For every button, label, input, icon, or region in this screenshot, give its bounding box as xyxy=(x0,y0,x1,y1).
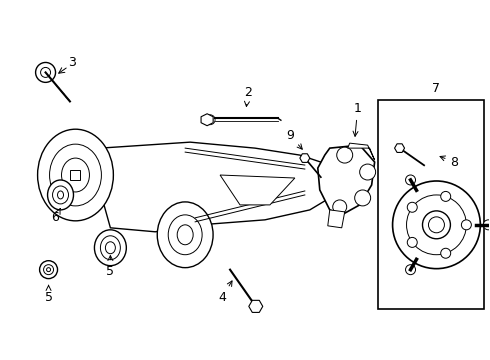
Ellipse shape xyxy=(105,242,115,254)
Text: 5: 5 xyxy=(106,256,114,278)
Polygon shape xyxy=(201,114,213,126)
Polygon shape xyxy=(100,142,335,232)
Polygon shape xyxy=(348,143,375,160)
Polygon shape xyxy=(300,154,310,162)
Text: 2: 2 xyxy=(244,86,252,107)
Ellipse shape xyxy=(57,191,64,199)
Polygon shape xyxy=(328,210,345,228)
Circle shape xyxy=(396,145,403,151)
Bar xyxy=(378,100,484,310)
Text: 7: 7 xyxy=(433,82,441,95)
Circle shape xyxy=(355,190,370,206)
Circle shape xyxy=(483,220,490,230)
Circle shape xyxy=(251,301,261,311)
Ellipse shape xyxy=(49,144,101,206)
Circle shape xyxy=(205,115,215,125)
Circle shape xyxy=(44,265,53,275)
Text: 9: 9 xyxy=(286,129,302,149)
Circle shape xyxy=(441,248,451,258)
Ellipse shape xyxy=(100,236,121,260)
Circle shape xyxy=(407,202,417,212)
Ellipse shape xyxy=(428,217,444,233)
Polygon shape xyxy=(220,175,295,205)
Circle shape xyxy=(47,268,50,272)
Circle shape xyxy=(406,265,416,275)
Polygon shape xyxy=(249,300,263,312)
Circle shape xyxy=(406,175,416,185)
Text: 5: 5 xyxy=(45,285,52,304)
Ellipse shape xyxy=(422,211,450,239)
Ellipse shape xyxy=(95,230,126,266)
Ellipse shape xyxy=(38,129,113,221)
Circle shape xyxy=(36,62,55,82)
Circle shape xyxy=(441,192,451,201)
Text: 1: 1 xyxy=(353,102,362,136)
Text: 4: 4 xyxy=(218,281,232,304)
Ellipse shape xyxy=(407,195,466,255)
Circle shape xyxy=(40,261,57,279)
Circle shape xyxy=(333,200,347,214)
Text: 3: 3 xyxy=(69,56,76,69)
Text: 6: 6 xyxy=(51,208,60,224)
Circle shape xyxy=(337,147,353,163)
Circle shape xyxy=(360,164,376,180)
Circle shape xyxy=(41,67,50,77)
Ellipse shape xyxy=(52,186,69,204)
Text: 8: 8 xyxy=(440,156,459,168)
Ellipse shape xyxy=(168,215,202,255)
Ellipse shape xyxy=(157,202,213,268)
Ellipse shape xyxy=(392,181,480,269)
Ellipse shape xyxy=(177,225,193,245)
Polygon shape xyxy=(318,145,375,215)
Polygon shape xyxy=(394,144,405,152)
Ellipse shape xyxy=(48,180,74,210)
Bar xyxy=(71,170,80,180)
Circle shape xyxy=(407,237,417,247)
Circle shape xyxy=(462,220,471,230)
Ellipse shape xyxy=(62,158,90,192)
